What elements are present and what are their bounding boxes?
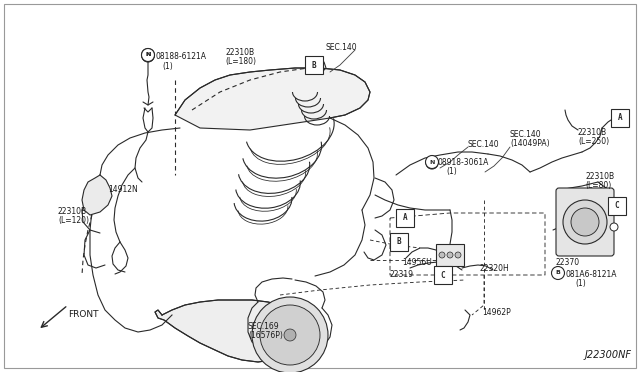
- Circle shape: [284, 329, 296, 341]
- Text: SEC.140: SEC.140: [325, 43, 356, 52]
- Text: SEC.140: SEC.140: [510, 130, 541, 139]
- Text: N: N: [429, 160, 435, 166]
- Text: FRONT: FRONT: [68, 310, 99, 319]
- Text: 22320H: 22320H: [480, 264, 509, 273]
- Text: 08188-6121A: 08188-6121A: [155, 52, 206, 61]
- Text: 22319: 22319: [390, 270, 414, 279]
- Text: C: C: [614, 202, 620, 211]
- Circle shape: [141, 48, 154, 61]
- Circle shape: [552, 266, 564, 279]
- Circle shape: [260, 305, 320, 365]
- Polygon shape: [155, 300, 302, 362]
- Text: 22310B: 22310B: [225, 48, 254, 57]
- Text: SEC.169: SEC.169: [248, 322, 280, 331]
- Text: B: B: [312, 61, 316, 70]
- Bar: [608, 197, 626, 215]
- Polygon shape: [82, 175, 112, 215]
- Text: 22310B: 22310B: [585, 172, 614, 181]
- FancyBboxPatch shape: [556, 188, 614, 256]
- Text: N: N: [429, 160, 435, 164]
- Polygon shape: [175, 68, 370, 130]
- Circle shape: [426, 155, 438, 169]
- Text: N: N: [145, 52, 150, 58]
- Circle shape: [439, 252, 445, 258]
- Text: SEC.140: SEC.140: [468, 140, 500, 149]
- Text: (16576P): (16576P): [248, 331, 283, 340]
- Text: (1): (1): [162, 62, 173, 71]
- Text: 08918-3061A: 08918-3061A: [438, 158, 490, 167]
- Circle shape: [142, 50, 154, 62]
- Text: C: C: [441, 270, 445, 279]
- Text: (L=180): (L=180): [225, 57, 256, 66]
- Text: 081A6-8121A: 081A6-8121A: [565, 270, 616, 279]
- Circle shape: [610, 223, 618, 231]
- Bar: [434, 266, 452, 284]
- Circle shape: [571, 208, 599, 236]
- Text: J22300NF: J22300NF: [585, 350, 632, 360]
- Bar: [305, 56, 323, 74]
- Text: 22370: 22370: [556, 258, 580, 267]
- Text: B: B: [397, 237, 401, 247]
- Text: N: N: [145, 52, 150, 58]
- Circle shape: [141, 48, 154, 61]
- Bar: [390, 233, 408, 251]
- Text: (14049PA): (14049PA): [510, 139, 550, 148]
- Text: (1): (1): [575, 279, 586, 288]
- Bar: [611, 109, 629, 127]
- Text: A: A: [403, 214, 407, 222]
- Text: 14962P: 14962P: [482, 308, 511, 317]
- Circle shape: [455, 252, 461, 258]
- Text: B: B: [556, 270, 561, 276]
- Circle shape: [563, 200, 607, 244]
- Bar: [396, 209, 414, 227]
- Text: 14912N: 14912N: [108, 185, 138, 194]
- Bar: [436, 244, 464, 266]
- Text: (1): (1): [446, 167, 457, 176]
- Text: 22310B: 22310B: [578, 128, 607, 137]
- Text: (L=250): (L=250): [578, 137, 609, 146]
- Circle shape: [426, 157, 438, 169]
- Circle shape: [447, 252, 453, 258]
- Text: (L=80): (L=80): [585, 181, 611, 190]
- Circle shape: [252, 297, 328, 372]
- Text: 14956U: 14956U: [402, 258, 432, 267]
- Text: (L=120): (L=120): [58, 216, 89, 225]
- Text: 22310B: 22310B: [58, 207, 87, 216]
- Text: A: A: [618, 113, 622, 122]
